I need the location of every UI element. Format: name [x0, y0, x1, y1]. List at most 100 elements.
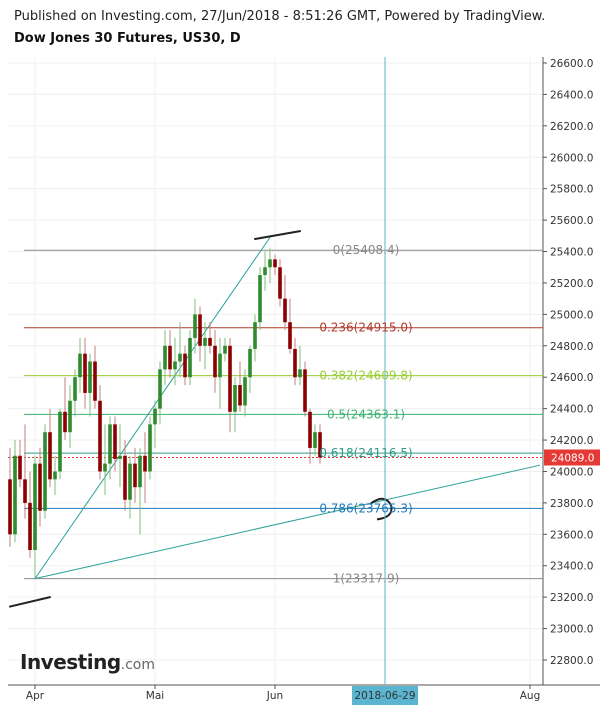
- candle-body: [273, 259, 277, 268]
- candle-body: [298, 369, 302, 378]
- candle-body: [218, 353, 222, 378]
- logo-suffix-text: .com: [120, 657, 156, 673]
- trendline: [34, 237, 271, 579]
- price-tick-label: 23400.0: [550, 561, 593, 573]
- price-tick-label: 24000.0: [550, 466, 593, 478]
- candle-body: [88, 361, 92, 393]
- candle-body: [228, 345, 232, 412]
- price-tick-label: 24600.0: [550, 372, 593, 384]
- candle-body: [293, 348, 297, 378]
- fib-level-label: 0(25408.4): [333, 243, 400, 257]
- candle-body: [18, 455, 22, 480]
- price-tick-label: 25200.0: [550, 278, 593, 290]
- candle-body: [123, 455, 127, 500]
- candle-body: [308, 411, 312, 448]
- price-axis[interactable]: 22800.0 23000.0 23200.0 23400.0 23600.0 23800…: [543, 58, 600, 667]
- candle-body: [48, 432, 52, 480]
- price-tick-label: 26400.0: [550, 89, 593, 101]
- candle-body: [138, 455, 142, 488]
- time-axis[interactable]: Apr Mai Jun Aug 2018-06-29: [26, 685, 540, 705]
- trendline: [34, 464, 541, 580]
- candle-body: [158, 369, 162, 409]
- candle-body: [203, 337, 207, 346]
- candle-body: [118, 455, 122, 459]
- candle-body: [23, 479, 27, 503]
- candle-body: [258, 275, 262, 323]
- candle-body: [223, 345, 227, 354]
- time-tick-label: Apr: [26, 690, 45, 702]
- candle-body: [28, 502, 32, 551]
- candle-body: [243, 377, 247, 406]
- price-tick-label: 25800.0: [550, 184, 593, 196]
- candle-body: [13, 455, 17, 535]
- hand-drawn-line: [9, 596, 51, 608]
- price-tick-label: 23600.0: [550, 529, 593, 541]
- fib-level-label: 0.618(24116.5): [319, 446, 412, 460]
- candle-body: [163, 345, 167, 370]
- fib-level-label: 0.382(24609.8): [319, 369, 412, 383]
- fib-level-label: 0.236(24915.0): [319, 321, 412, 335]
- candle-body: [93, 361, 97, 401]
- fib-level-label: 0.786(23765.3): [319, 501, 412, 515]
- grid-lines: [8, 57, 600, 686]
- candle-body: [288, 322, 292, 349]
- hand-drawn-line: [254, 230, 301, 240]
- candle-body: [38, 463, 42, 511]
- candle-body: [303, 369, 307, 412]
- candle-body: [133, 463, 137, 488]
- candle-body: [313, 432, 317, 448]
- candles: [8, 248, 322, 579]
- published-info: Published on Investing.com, 27/Jun/2018 …: [14, 9, 546, 24]
- fibonacci-labels: 0(25408.4) 0.236(24915.0) 0.382(24609.8) 0.…: [319, 243, 412, 585]
- price-tick-label: 24200.0: [550, 435, 593, 447]
- candle-body: [8, 479, 12, 535]
- candle-body: [253, 322, 257, 349]
- candle-body: [238, 385, 242, 406]
- fib-level-label: 0.5(24363.1): [327, 407, 405, 421]
- candle-body: [263, 267, 267, 276]
- price-tick-label: 23800.0: [550, 498, 593, 510]
- candle-body: [63, 411, 67, 433]
- investing-logo: Investing.com: [20, 650, 155, 674]
- price-tick-label: 23000.0: [550, 624, 593, 636]
- price-tick-label: 26200.0: [550, 121, 593, 133]
- candle-body: [233, 385, 237, 412]
- price-tick-label: 25600.0: [550, 215, 593, 227]
- time-tick-label: Aug: [520, 690, 541, 702]
- candle-body: [108, 424, 112, 464]
- price-tick-label: 26600.0: [550, 58, 593, 70]
- cursor-date-label: 2018-06-29: [354, 690, 415, 702]
- candle-body: [168, 345, 172, 370]
- trendlines: [8, 230, 543, 608]
- price-tick-label: 22800.0: [550, 655, 593, 667]
- candle-body: [148, 424, 152, 472]
- price-tick-label: 25400.0: [550, 247, 593, 259]
- candle-body: [73, 377, 77, 401]
- candle-body: [78, 353, 82, 378]
- candle-body: [193, 314, 197, 338]
- time-tick-label: Mai: [146, 690, 164, 702]
- candle-body: [198, 314, 202, 346]
- candle-body: [33, 463, 37, 551]
- candle-body: [178, 353, 182, 362]
- chart-title: Dow Jones 30 Futures, US30, D: [14, 31, 241, 46]
- candle-body: [278, 267, 282, 299]
- price-tick-label: 24800.0: [550, 341, 593, 353]
- candle-body: [83, 353, 87, 393]
- candle-body: [153, 408, 157, 425]
- last-price-badge: [544, 449, 600, 466]
- time-tick-label: Jun: [266, 690, 283, 702]
- price-tick-label: 25000.0: [550, 309, 593, 321]
- candle-body: [43, 432, 47, 511]
- last-price-label: 24089.0: [551, 452, 594, 464]
- candle-body: [53, 471, 57, 480]
- candle-body: [248, 348, 252, 378]
- candle-body: [103, 463, 107, 472]
- candle-body: [98, 400, 102, 472]
- candle-body: [188, 337, 192, 378]
- candle-body: [283, 298, 287, 323]
- price-tick-label: 24400.0: [550, 404, 593, 416]
- candle-body: [173, 361, 177, 370]
- candle-body: [208, 337, 212, 346]
